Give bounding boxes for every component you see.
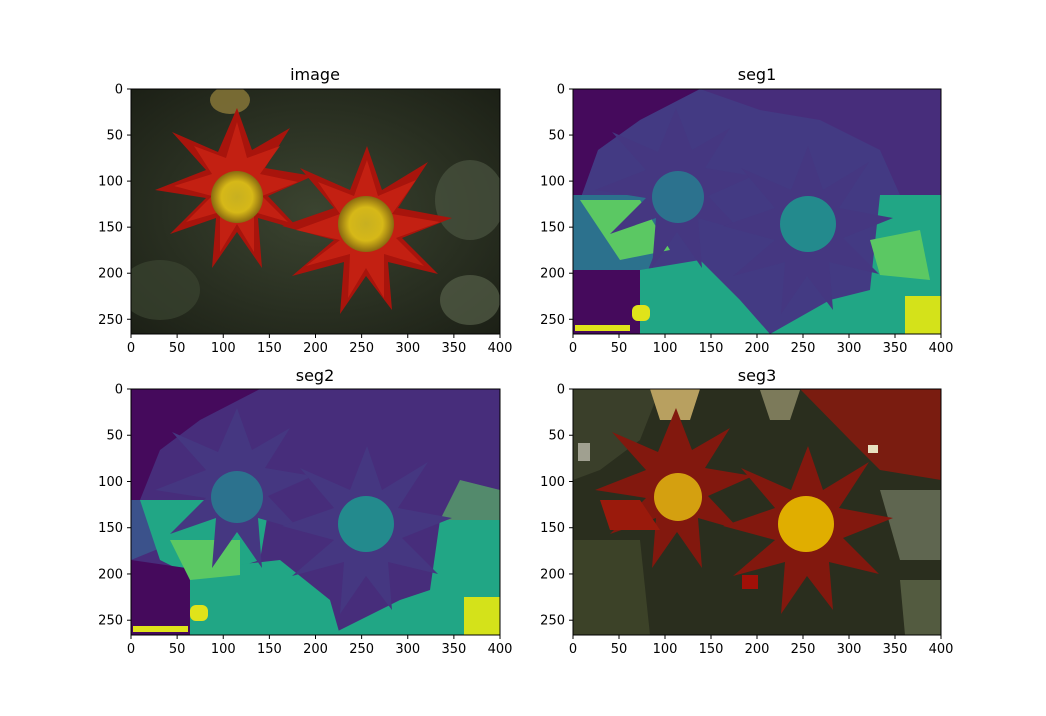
y-tick-label: 150	[98, 521, 123, 536]
y-tick-label: 50	[106, 429, 123, 444]
y-tick-label: 250	[540, 313, 565, 328]
panel-title-seg3: seg3	[738, 366, 777, 385]
y-tick-label: 200	[540, 567, 565, 582]
x-tick-label: 200	[745, 341, 770, 356]
x-tick-label: 250	[349, 341, 374, 356]
axes-layer: 0 50 100 150 200 250 300 350 4000501001502002500…	[98, 83, 953, 658]
flower-left-photo	[155, 108, 313, 268]
y-tick-label: 0	[115, 83, 123, 98]
y-tick-label: 100	[98, 175, 123, 190]
x-tick-label: 0	[127, 642, 135, 657]
x-tick-label: 150	[699, 341, 724, 356]
x-tick-label: 400	[488, 642, 513, 657]
axes-seg1: 0 50 100 150 200 250 300 350 400 0 50 100 150 200 250	[540, 83, 953, 357]
y-tick-label: 100	[98, 475, 123, 490]
x-tick-label: 350	[441, 642, 466, 657]
x-tick-label: 300	[837, 341, 862, 356]
x-tick-label: 250	[791, 642, 816, 657]
x-tick-label: 0	[569, 341, 577, 356]
y-tick-label: 0	[557, 383, 565, 398]
y-tick-label: 50	[548, 429, 565, 444]
x-tick-label: 300	[395, 642, 420, 657]
panel-title-seg2: seg2	[296, 366, 335, 385]
x-tick-label: 300	[837, 642, 862, 657]
y-tick-label: 0	[557, 83, 565, 98]
x-tick-label: 200	[745, 642, 770, 657]
x-tick-label: 350	[883, 642, 908, 657]
x-tick-label: 100	[653, 642, 678, 657]
y-tick-label: 250	[540, 614, 565, 629]
x-tick-label: 200	[303, 341, 328, 356]
flower-right-photo	[282, 146, 452, 314]
x-tick-label: 150	[257, 341, 282, 356]
x-tick-label: 250	[791, 341, 816, 356]
panel-image: image	[131, 65, 500, 334]
panel-seg2: seg2	[131, 366, 500, 635]
y-tick-label: 100	[540, 475, 565, 490]
x-tick-label: 100	[653, 341, 678, 356]
segmentation-map-seg3	[573, 389, 941, 635]
x-tick-label: 0	[127, 341, 135, 356]
x-tick-label: 50	[611, 642, 628, 657]
panel-title-seg1: seg1	[738, 65, 777, 84]
x-tick-label: 200	[303, 642, 328, 657]
x-tick-label: 400	[929, 642, 954, 657]
x-tick-label: 300	[395, 341, 420, 356]
y-tick-label: 50	[106, 129, 123, 144]
x-tick-label: 400	[488, 341, 513, 356]
x-tick-label: 250	[349, 642, 374, 657]
x-tick-label: 400	[929, 341, 954, 356]
y-tick-label: 250	[98, 313, 123, 328]
x-tick-label: 150	[699, 642, 724, 657]
y-tick-label: 150	[540, 221, 565, 236]
segmentation-map-seg1	[573, 89, 941, 334]
y-tick-label: 250	[98, 614, 123, 629]
y-tick-label: 200	[540, 267, 565, 282]
y-tick-label: 200	[98, 267, 123, 282]
x-tick-label: 150	[257, 642, 282, 657]
y-tick-label: 200	[98, 567, 123, 582]
axes-seg3: 0 50 100 150 200 250 300 350 400 0 50 100 150 200 250	[540, 383, 953, 658]
x-tick-label: 50	[169, 642, 186, 657]
y-tick-label: 150	[98, 221, 123, 236]
x-tick-label: 50	[169, 341, 186, 356]
y-tick-label: 50	[548, 129, 565, 144]
axes-image: 0 50 100 150 200 250 300 350 400 0 50 100 150 200 250	[98, 83, 512, 357]
x-tick-label: 350	[883, 341, 908, 356]
x-tick-label: 50	[611, 341, 628, 356]
segmentation-map-seg2	[131, 389, 500, 635]
panel-seg1: seg1	[573, 65, 941, 334]
x-tick-label: 0	[569, 642, 577, 657]
panel-title-image: image	[290, 65, 340, 84]
y-tick-label: 150	[540, 521, 565, 536]
axes-seg2: 0 50 100 150 200 250 300 350 400 0 50 100 150 200 250	[98, 383, 512, 658]
y-tick-label: 0	[115, 383, 123, 398]
x-tick-label: 350	[441, 341, 466, 356]
x-tick-label: 100	[211, 341, 236, 356]
y-tick-label: 100	[540, 175, 565, 190]
x-tick-label: 100	[211, 642, 236, 657]
photo-image	[131, 89, 500, 334]
panel-seg3: seg3	[573, 366, 941, 635]
